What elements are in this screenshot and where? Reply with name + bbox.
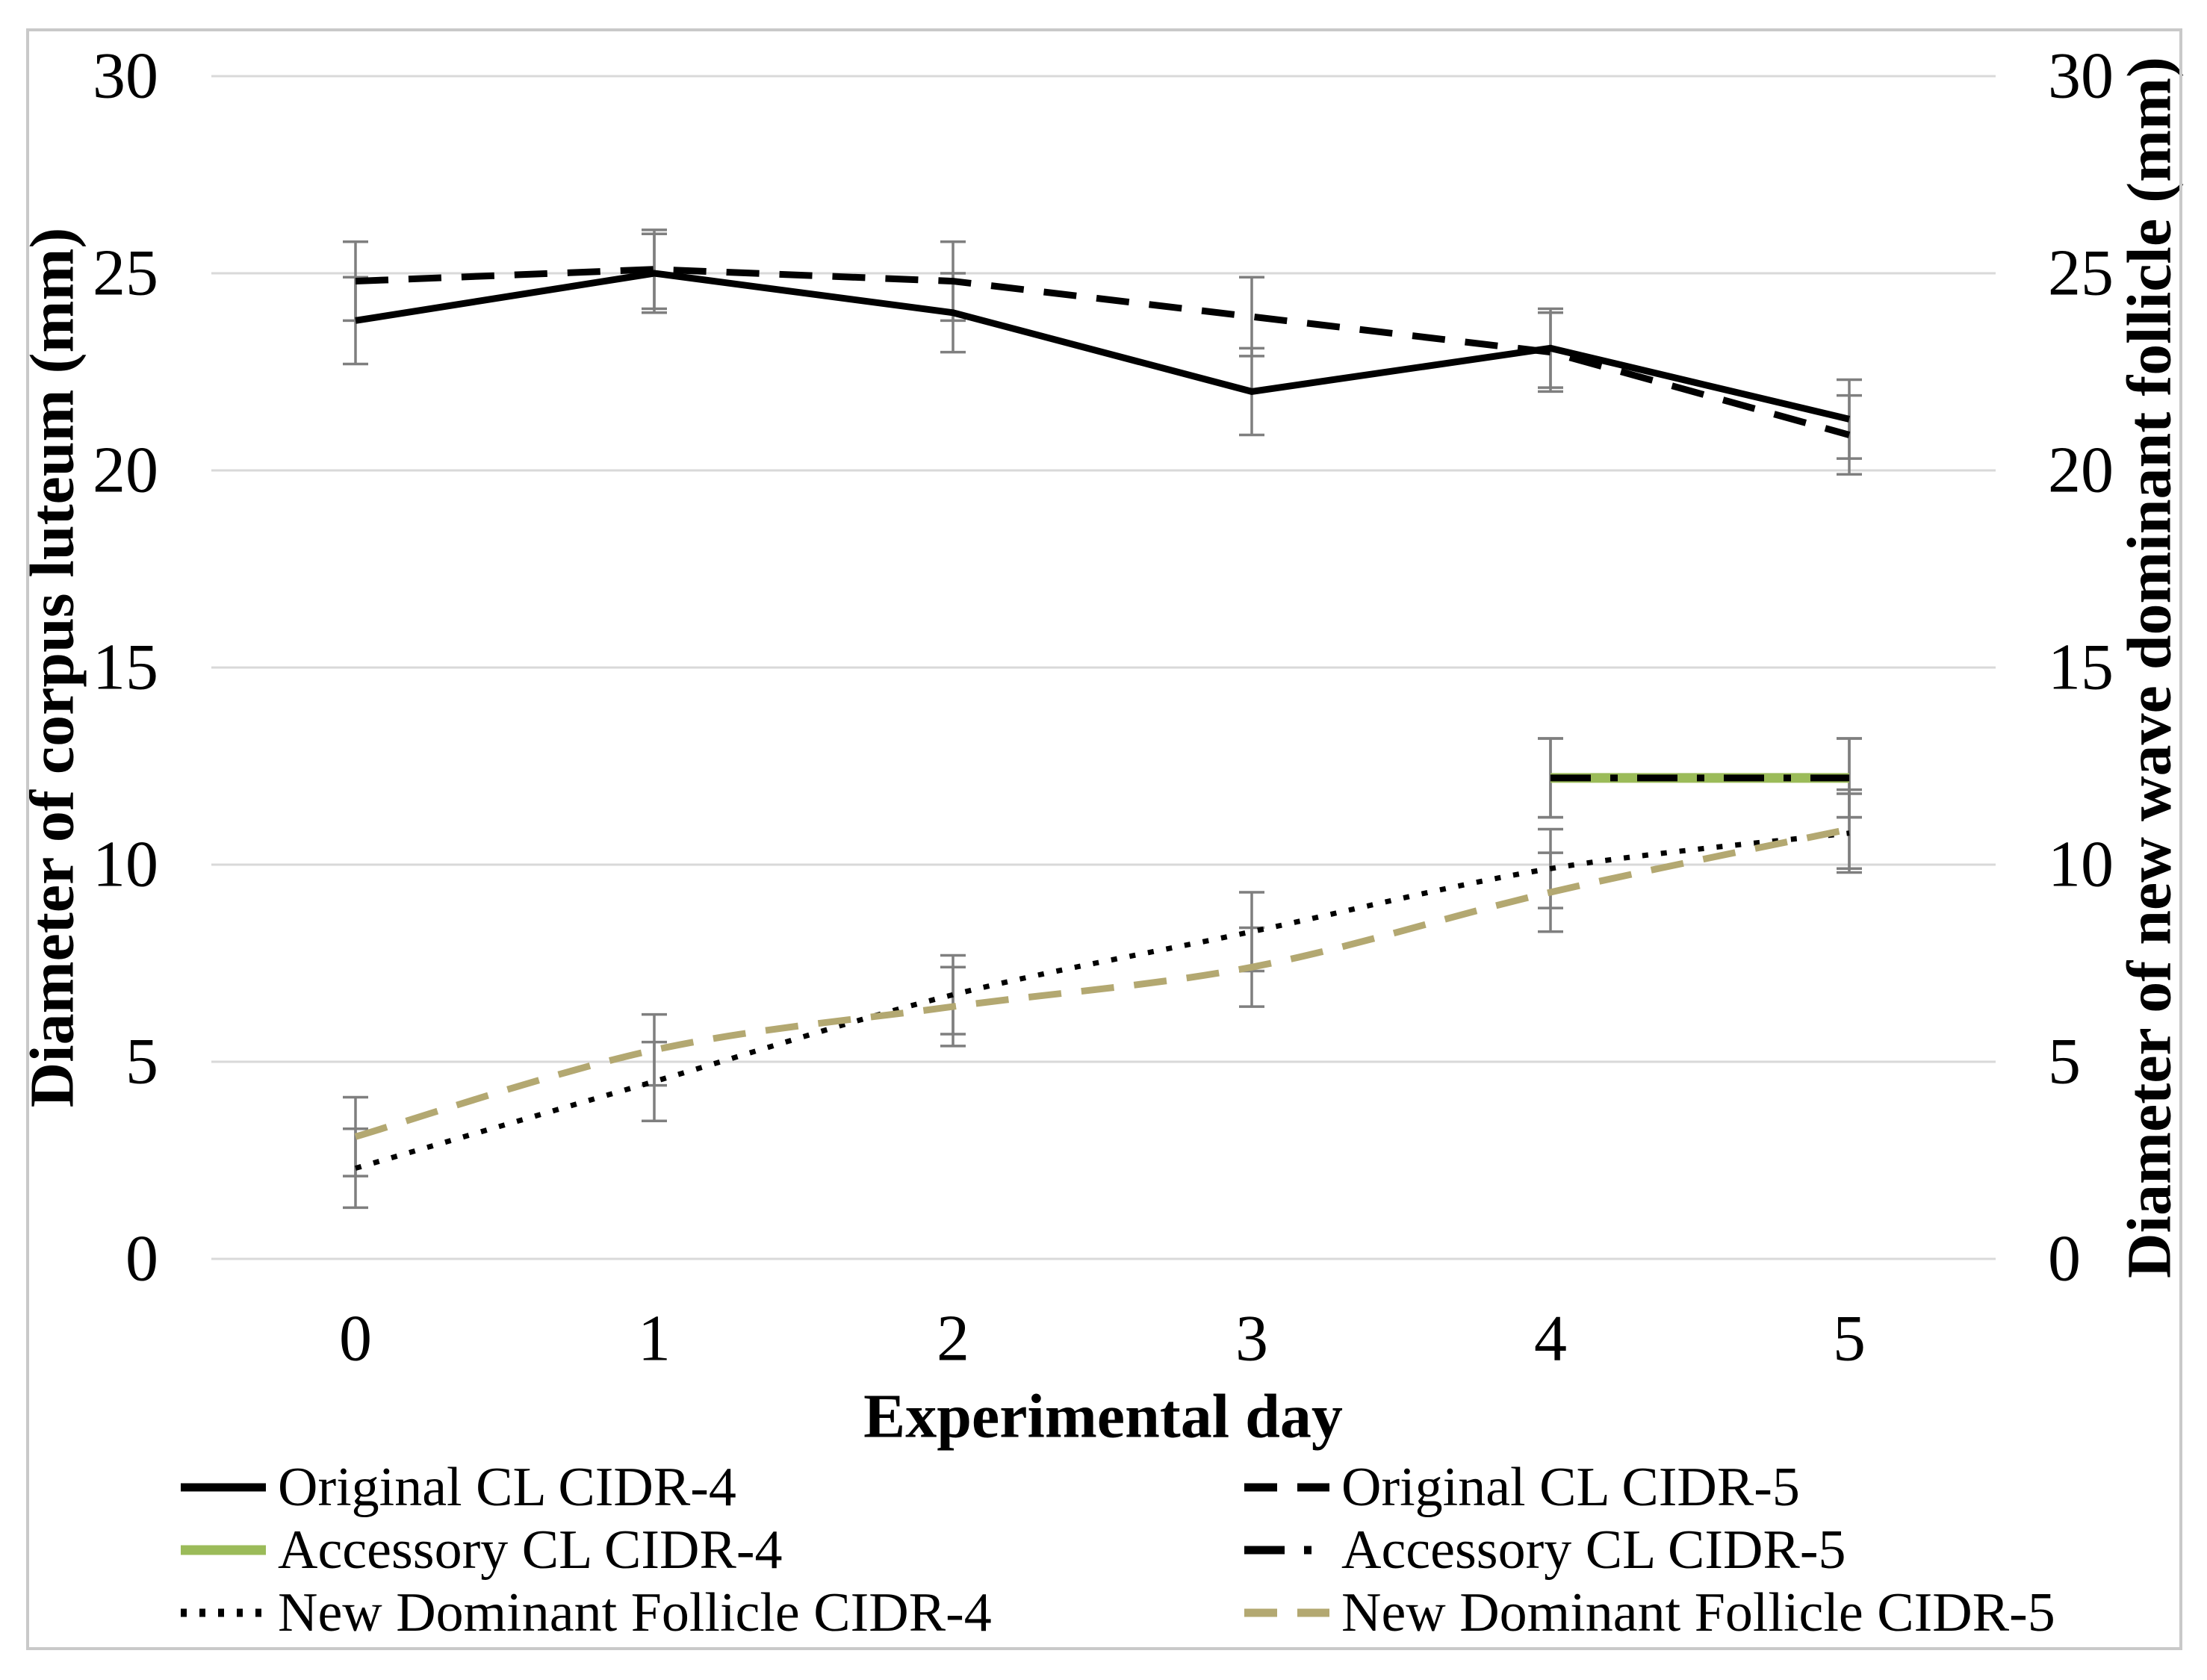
y-tick-label-right: 15 [2048, 632, 2114, 704]
y-tick-label-right: 20 [2048, 435, 2114, 507]
y-tick-label-left: 5 [125, 1026, 158, 1098]
legend-item-acc4: Accessory CL CIDR-4 [181, 1519, 782, 1581]
series-lines-group [354, 266, 1851, 1171]
x-tick-label: 2 [937, 1303, 969, 1375]
legend-item-ndf4: New Dominant Follicle CIDR-4 [181, 1582, 992, 1643]
y-tick-label-right: 0 [2048, 1223, 2081, 1295]
legend-label-acc4: Accessory CL CIDR-4 [278, 1519, 782, 1581]
y-tick-label-left: 30 [93, 40, 158, 113]
legend-item-acc5: Accessory CL CIDR-5 [1244, 1519, 1846, 1581]
x-axis-label: Experimental day [863, 1381, 1343, 1452]
series-line-ndf5 [354, 826, 1850, 1140]
y-tick-label-left: 0 [125, 1223, 158, 1295]
left-axis-tick-labels: 0 5 10 15 20 25 30 [93, 40, 158, 1295]
legend-item-orig4: Original CL CIDR-4 [181, 1457, 736, 1518]
error-bar [1538, 311, 1563, 393]
y-tick-label-left: 20 [93, 435, 158, 507]
x-tick-label: 1 [638, 1303, 671, 1375]
y-tick-label-left: 25 [93, 237, 158, 310]
error-bar [343, 1095, 368, 1177]
x-tick-label: 5 [1833, 1303, 1866, 1375]
legend-label-ndf4: New Dominant Follicle CIDR-4 [278, 1582, 992, 1643]
legend-label-acc5: Accessory CL CIDR-5 [1341, 1519, 1846, 1581]
series-line-orig4 [355, 270, 1851, 423]
y-tick-label-right: 25 [2048, 237, 2114, 310]
series-line-ndf4 [355, 830, 1850, 1171]
left-axis-title: Diameter of corpus luteum (mm) [17, 227, 87, 1108]
legend-label-ndf5: New Dominant Follicle CIDR-5 [1341, 1582, 2055, 1643]
legend-label-orig5: Original CL CIDR-5 [1341, 1457, 1800, 1518]
error-bar [642, 228, 667, 311]
x-tick-label: 0 [339, 1303, 372, 1375]
error-bar [1239, 276, 1264, 358]
y-tick-label-right: 5 [2048, 1026, 2081, 1098]
x-axis-tick-labels: 0 1 2 3 4 5 [339, 1303, 1866, 1375]
legend-label-orig4: Original CL CIDR-4 [278, 1457, 736, 1518]
series-line-orig5 [355, 266, 1851, 438]
y-tick-label-left: 10 [93, 829, 158, 901]
y-tick-label-right: 10 [2048, 829, 2114, 901]
gridlines-group [211, 75, 1996, 1260]
error-bar [1837, 788, 1862, 871]
x-tick-label: 3 [1235, 1303, 1268, 1375]
legend-item-orig5: Original CL CIDR-5 [1244, 1457, 1800, 1518]
right-axis-title: Diameter of new wave dominant follicle (… [2114, 56, 2185, 1279]
y-tick-label-left: 15 [93, 632, 158, 704]
right-axis-tick-labels: 0 5 10 15 20 25 30 [2048, 40, 2114, 1295]
y-tick-label-right: 30 [2048, 40, 2114, 113]
x-tick-label: 4 [1534, 1303, 1567, 1375]
legend-item-ndf5: New Dominant Follicle CIDR-5 [1244, 1582, 2055, 1643]
